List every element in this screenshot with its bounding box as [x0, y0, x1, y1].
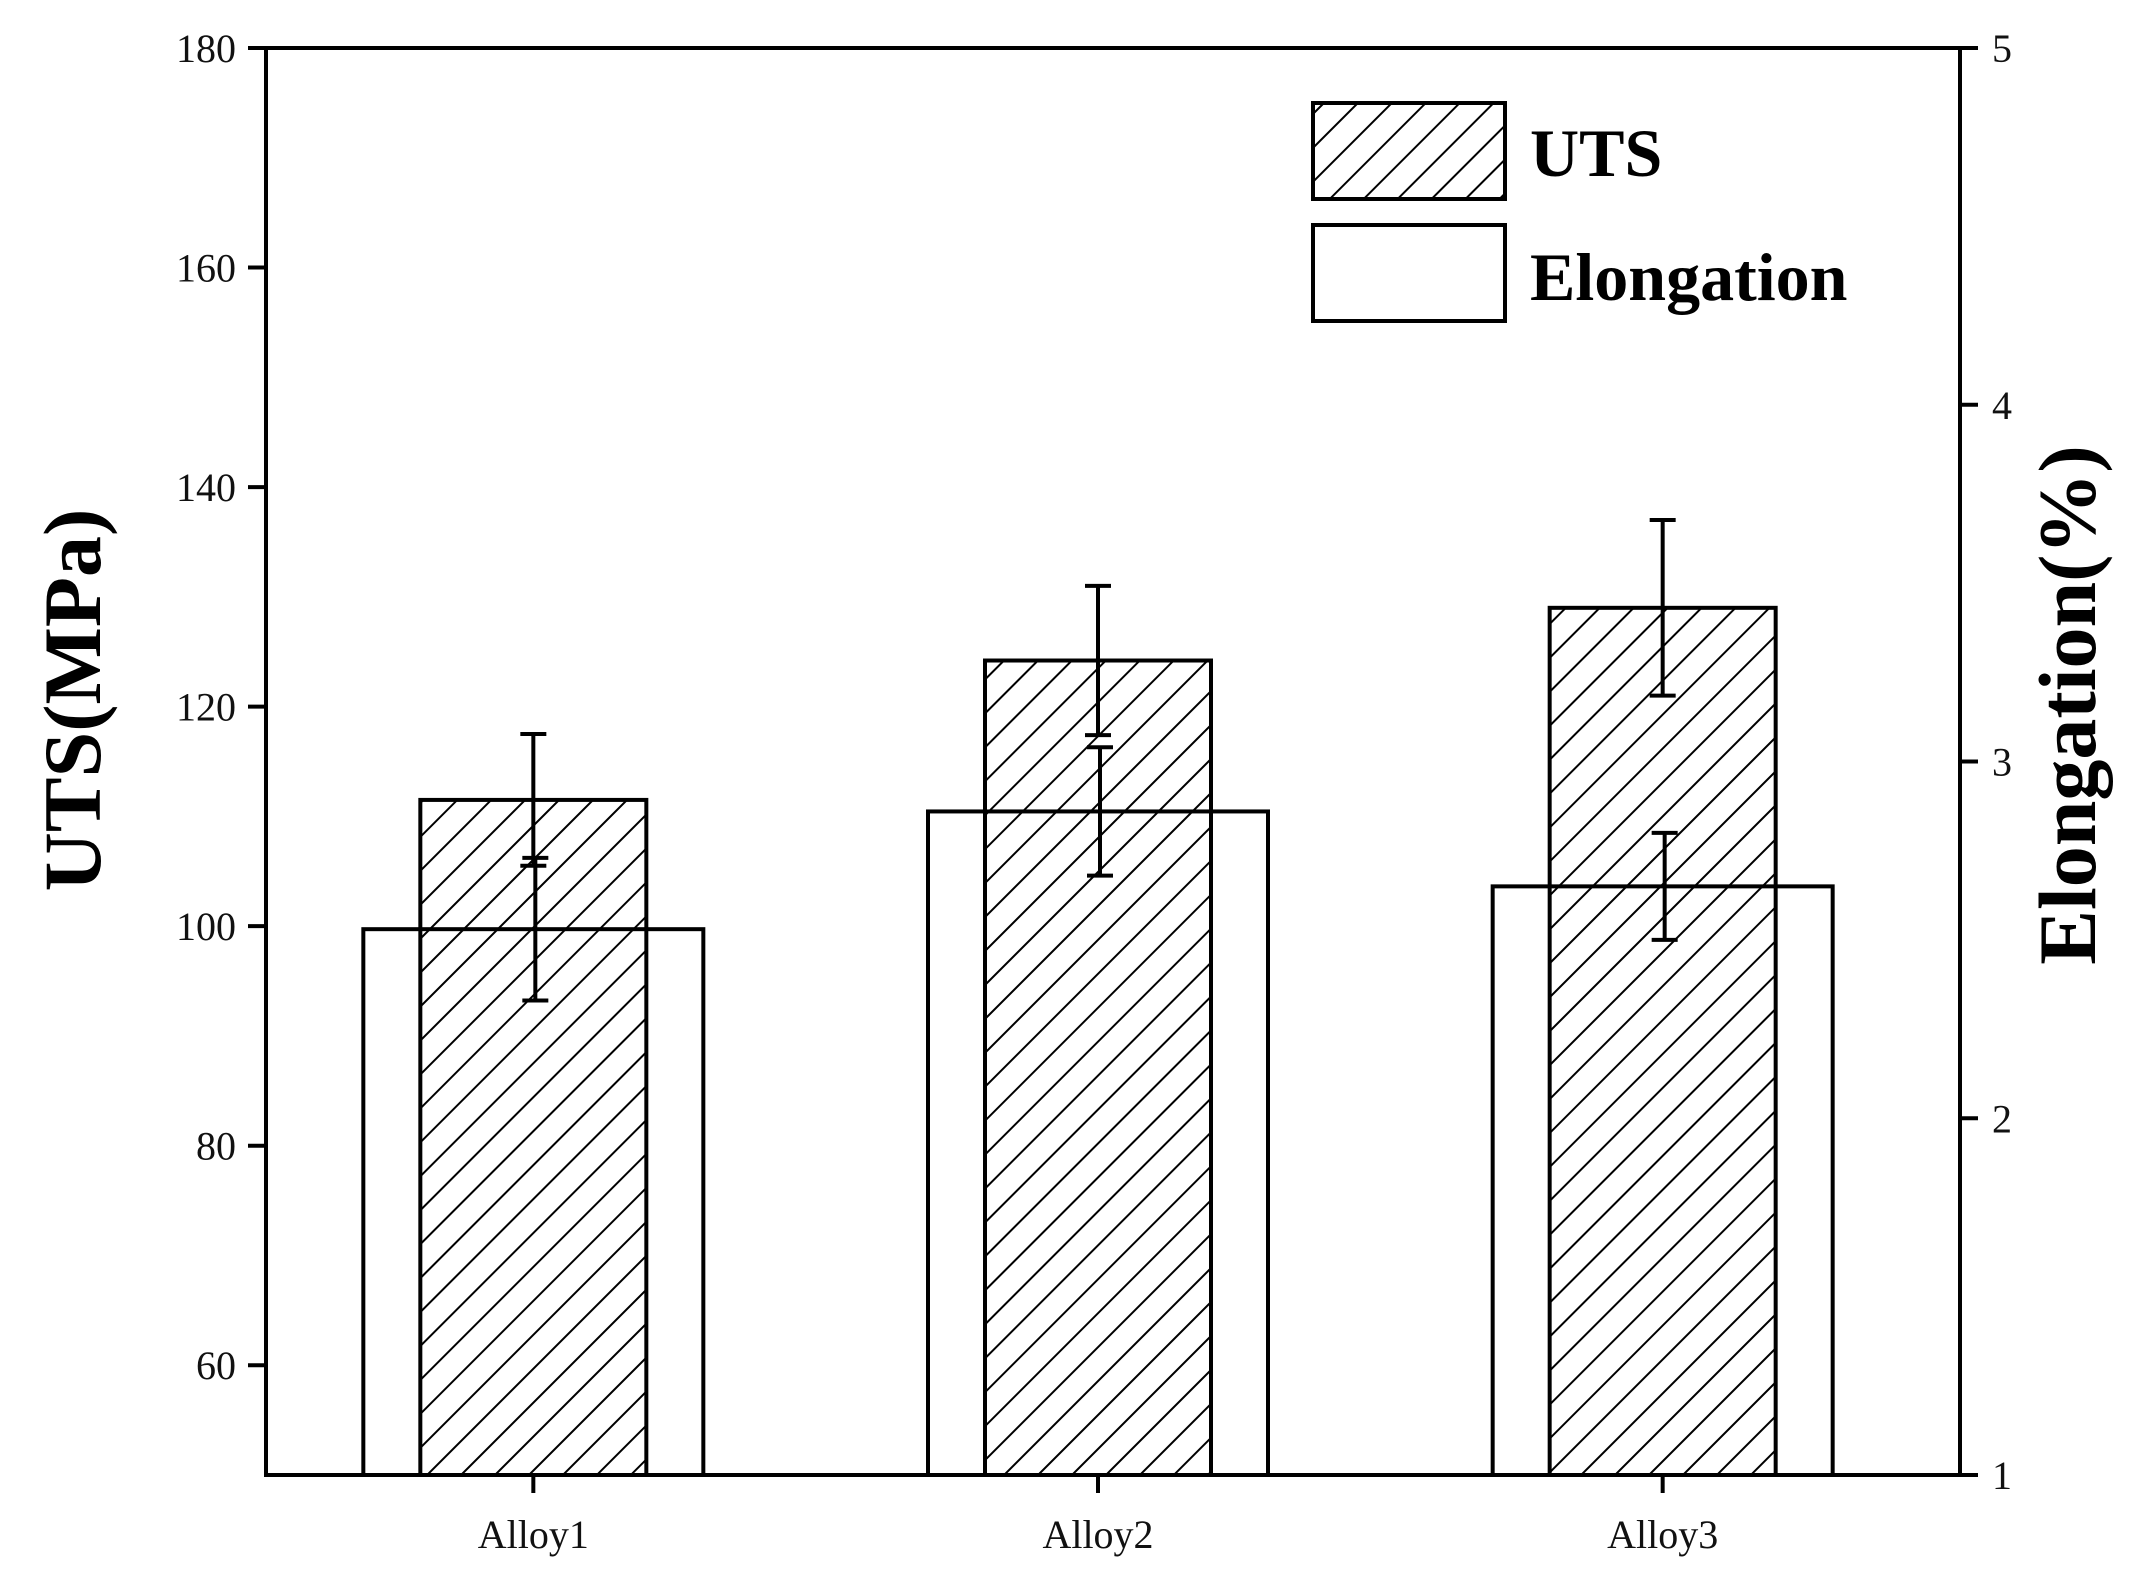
y-tick-label-right: 1 [1992, 1453, 2012, 1498]
y-tick-label-left: 100 [176, 904, 236, 949]
y-tick-label-right: 5 [1992, 26, 2012, 71]
legend: UTS Elongation [1311, 101, 1847, 323]
uts-error-bar-alloy2 [1085, 583, 1111, 738]
y-tick-label-right: 2 [1992, 1096, 2012, 1141]
legend-swatch-uts [1311, 101, 1507, 201]
legend-label-elongation: Elongation [1530, 239, 1847, 315]
error-bars [520, 518, 1678, 1003]
y-axis-title-left: UTS(MPa) [27, 509, 118, 892]
y-tick-label-left: 180 [176, 26, 236, 71]
elongation-error-bar-alloy2 [1087, 745, 1113, 878]
y-tick-label-left: 120 [176, 685, 236, 730]
x-tick-label-alloy3: Alloy3 [1607, 1512, 1718, 1557]
elongation-error-bar-alloy1 [522, 855, 549, 1003]
y-tick-label-right: 3 [1992, 740, 2012, 785]
y-tick-label-left: 160 [176, 246, 236, 291]
uts-error-bar-alloy3 [1649, 518, 1676, 698]
uts-bar-alloy3 [1547, 605, 1778, 1477]
legend-label-uts: UTS [1530, 115, 1662, 191]
y-tick-label-right: 4 [1992, 383, 2012, 428]
legend-swatch-elongation [1311, 223, 1507, 323]
axis-ticks: 60 80 100 120 140 160 180 1 2 3 4 5 Alloy1 Alloy2 Allo… [176, 26, 2012, 1557]
x-tick-label-alloy1: Alloy1 [478, 1512, 589, 1557]
elongation-error-bar-alloy3 [1651, 830, 1678, 942]
y-tick-label-left: 60 [196, 1343, 236, 1388]
y-tick-label-left: 80 [196, 1124, 236, 1169]
x-tick-label-alloy2: Alloy2 [1042, 1512, 1153, 1557]
y-axis-title-right: Elongation(%) [2022, 445, 2113, 964]
y-tick-label-left: 140 [176, 465, 236, 510]
uts-bars [418, 605, 1778, 1477]
